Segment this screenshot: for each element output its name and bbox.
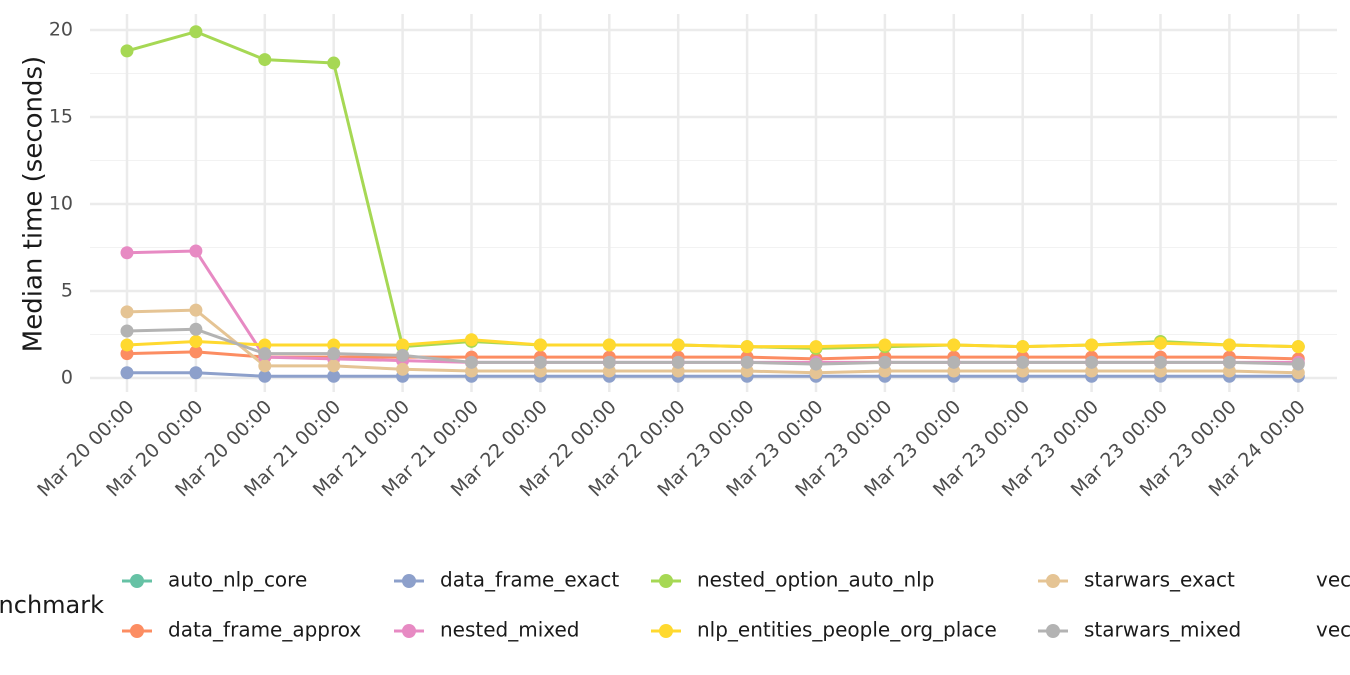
series-points	[120, 25, 1305, 383]
data-point-nlp_entities_people_org_place	[189, 334, 203, 348]
legend-item-data_frame_approx: data_frame_approx	[122, 618, 361, 642]
series-line-data_frame_exact	[127, 371, 1299, 378]
data-point-starwars_exact	[396, 362, 410, 376]
data-point-nlp_entities_people_org_place	[947, 338, 961, 352]
legend-key-point	[1046, 574, 1060, 588]
data-point-starwars_mixed	[189, 322, 203, 336]
legend-label-truncated: vec	[1316, 618, 1350, 642]
data-point-starwars_mixed	[1154, 355, 1167, 369]
data-point-nlp_entities_people_org_place	[396, 338, 410, 352]
data-point-starwars_mixed	[465, 355, 478, 369]
data-point-starwars_mixed	[533, 355, 547, 369]
legend-key-point	[659, 624, 673, 638]
data-point-starwars_exact	[120, 305, 134, 319]
y-axis-tick-labels: 0 5 10 15 20	[49, 19, 73, 389]
legend-label: data_frame_exact	[440, 568, 619, 592]
data-point-nested_option_auto_nlp	[189, 25, 203, 39]
data-point-nlp_entities_people_org_place	[878, 338, 892, 352]
data-point-starwars_mixed	[120, 324, 134, 338]
data-point-starwars_mixed	[258, 347, 272, 361]
series-lines	[126, 30, 1299, 378]
data-point-nested_option_auto_nlp	[120, 44, 134, 58]
data-point-starwars_mixed	[740, 355, 754, 369]
legend-key-point	[659, 574, 673, 588]
y-tick-label: 20	[49, 19, 73, 41]
data-point-nlp_entities_people_org_place	[1154, 336, 1167, 350]
legend-item-data_frame_exact: data_frame_exact	[394, 568, 619, 592]
legend-label: nlp_entities_people_org_place	[697, 618, 997, 642]
data-point-nlp_entities_people_org_place	[1291, 340, 1305, 354]
data-point-starwars_mixed	[602, 355, 616, 369]
data-point-starwars_mixed	[1222, 355, 1236, 369]
data-point-nlp_entities_people_org_place	[1085, 338, 1099, 352]
legend-label: starwars_mixed	[1084, 618, 1241, 642]
major-gridlines	[90, 14, 1337, 392]
y-tick-label: 15	[49, 106, 73, 128]
y-tick-label: 5	[61, 280, 73, 302]
data-point-nlp_entities_people_org_place	[1016, 340, 1030, 354]
data-point-data_frame_approx	[189, 345, 203, 359]
legend-key-point	[402, 574, 416, 588]
legend-label: starwars_exact	[1084, 568, 1235, 592]
data-point-nlp_entities_people_org_place	[1222, 338, 1236, 352]
data-point-nested_option_auto_nlp	[327, 56, 341, 70]
legend-item-auto_nlp_core: auto_nlp_core	[122, 568, 307, 592]
legend-key-point	[402, 624, 416, 638]
data-point-data_frame_exact	[258, 369, 272, 383]
legend-item-nested_option_auto_nlp: nested_option_auto_nlp	[651, 568, 934, 592]
series-line-starwars_exact	[126, 308, 1299, 375]
legend-label-truncated: vec	[1316, 568, 1350, 592]
legend-label: nested_mixed	[440, 618, 580, 642]
data-point-nlp_entities_people_org_place	[533, 338, 547, 352]
data-point-nlp_entities_people_org_place	[602, 338, 616, 352]
data-point-starwars_mixed	[1085, 355, 1099, 369]
series-line-nested_option_auto_nlp	[126, 30, 1299, 350]
legend-title: benchmark	[0, 591, 104, 619]
legend-item-starwars_exact: starwars_exact	[1038, 568, 1235, 592]
legend-label: nested_option_auto_nlp	[697, 568, 934, 592]
data-point-data_frame_exact	[189, 366, 203, 380]
legend-label: auto_nlp_core	[168, 568, 307, 592]
minor-gridlines	[90, 73, 1337, 335]
legend-item-nlp_entities_people_org_place: nlp_entities_people_org_place	[651, 618, 997, 642]
series-line-starwars_mixed	[126, 327, 1299, 366]
data-point-data_frame_exact	[120, 366, 134, 380]
data-point-starwars_mixed	[878, 355, 892, 369]
series-line-nlp_entities_people_org_place	[126, 338, 1299, 349]
data-point-nested_mixed	[189, 244, 203, 258]
legend-item-nested_mixed: nested_mixed	[394, 618, 580, 642]
legend-label: data_frame_approx	[168, 618, 361, 642]
y-tick-label: 10	[49, 193, 73, 215]
legend-key-point	[130, 624, 144, 638]
data-point-starwars_mixed	[1291, 357, 1305, 371]
legend-key-point	[130, 574, 144, 588]
y-axis-title: Median time (seconds)	[19, 56, 49, 352]
data-point-starwars_mixed	[809, 357, 823, 371]
legend-key-point	[1046, 624, 1060, 638]
data-point-starwars_mixed	[327, 347, 341, 361]
data-point-nested_mixed	[120, 246, 134, 260]
data-point-starwars_mixed	[1016, 355, 1030, 369]
data-point-starwars_exact	[258, 359, 272, 373]
legend-item-starwars_mixed: starwars_mixed	[1038, 618, 1241, 642]
legend: benchmarkauto_nlp_coredata_frame_exactne…	[0, 568, 1350, 642]
data-point-nlp_entities_people_org_place	[120, 338, 134, 352]
data-point-starwars_exact	[189, 303, 203, 317]
data-point-starwars_exact	[327, 359, 341, 373]
data-point-nlp_entities_people_org_place	[740, 340, 754, 354]
data-point-starwars_mixed	[671, 355, 685, 369]
data-point-starwars_mixed	[947, 355, 961, 369]
data-point-nlp_entities_people_org_place	[671, 338, 685, 352]
data-point-data_frame_exact	[327, 369, 341, 383]
y-tick-label: 0	[61, 367, 73, 389]
data-point-nlp_entities_people_org_place	[809, 340, 823, 354]
data-point-starwars_mixed	[396, 348, 410, 362]
data-point-nested_option_auto_nlp	[258, 53, 272, 67]
data-point-nlp_entities_people_org_place	[465, 333, 478, 347]
